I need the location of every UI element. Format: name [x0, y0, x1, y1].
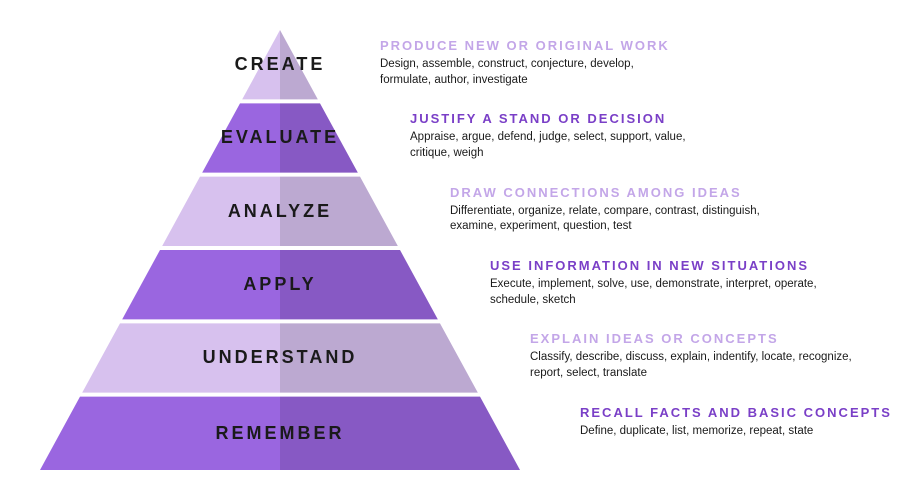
desc-create: PRODUCE NEW OR ORIGINAL WORK Design, asse…	[380, 38, 680, 88]
descriptions-container: PRODUCE NEW OR ORIGINAL WORK Design, asse…	[380, 30, 880, 470]
desc-body: Execute, implement, solve, use, demonstr…	[490, 277, 820, 308]
desc-apply: USE INFORMATION IN NEW SITUATIONS Execute…	[490, 258, 820, 308]
desc-heading: RECALL FACTS AND BASIC CONCEPTS	[580, 405, 900, 420]
desc-analyze: DRAW CONNECTIONS AMONG IDEAS Differentiat…	[450, 185, 790, 235]
desc-body: Classify, describe, discuss, explain, in…	[530, 350, 860, 381]
desc-heading: PRODUCE NEW OR ORIGINAL WORK	[380, 38, 680, 53]
desc-heading: DRAW CONNECTIONS AMONG IDEAS	[450, 185, 790, 200]
desc-heading: USE INFORMATION IN NEW SITUATIONS	[490, 258, 820, 273]
desc-body: Design, assemble, construct, conjecture,…	[380, 57, 680, 88]
desc-remember: RECALL FACTS AND BASIC CONCEPTS Define, d…	[580, 405, 900, 440]
desc-body: Appraise, argue, defend, judge, select, …	[410, 130, 710, 161]
desc-body: Define, duplicate, list, memorize, repea…	[580, 424, 900, 440]
desc-body: Differentiate, organize, relate, compare…	[450, 204, 790, 235]
desc-heading: JUSTIFY A STAND OR DECISION	[410, 111, 710, 126]
desc-heading: EXPLAIN IDEAS OR CONCEPTS	[530, 331, 860, 346]
desc-understand: EXPLAIN IDEAS OR CONCEPTS Classify, descr…	[530, 331, 860, 381]
desc-evaluate: JUSTIFY A STAND OR DECISION Appraise, arg…	[410, 111, 710, 161]
